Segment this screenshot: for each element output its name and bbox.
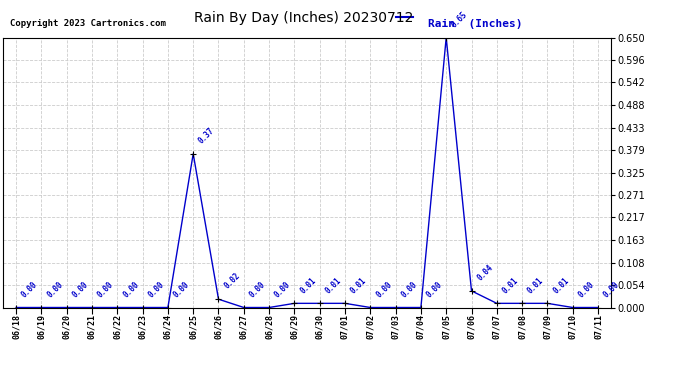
Text: 0.00: 0.00	[602, 280, 621, 299]
Text: 0.00: 0.00	[172, 280, 191, 299]
Text: 0.01: 0.01	[324, 276, 343, 295]
Text: 0.04: 0.04	[475, 263, 495, 283]
Text: 0.01: 0.01	[298, 276, 317, 295]
Text: 0.00: 0.00	[121, 280, 141, 299]
Text: 0.00: 0.00	[576, 280, 596, 299]
Text: 0.00: 0.00	[96, 280, 115, 299]
Text: 0.00: 0.00	[70, 280, 90, 299]
Text: 0.01: 0.01	[500, 276, 520, 295]
Text: 0.37: 0.37	[197, 126, 217, 146]
Text: 0.01: 0.01	[526, 276, 545, 295]
Text: 0.00: 0.00	[20, 280, 39, 299]
Text: 0.01: 0.01	[349, 276, 368, 295]
Text: 0.65: 0.65	[450, 10, 469, 29]
Text: 0.00: 0.00	[400, 280, 419, 299]
Text: 0.02: 0.02	[222, 272, 242, 291]
Text: 0.00: 0.00	[248, 280, 267, 299]
Text: Copyright 2023 Cartronics.com: Copyright 2023 Cartronics.com	[10, 19, 166, 28]
Text: 0.00: 0.00	[374, 280, 393, 299]
Text: 0.01: 0.01	[551, 276, 571, 295]
Text: 0.00: 0.00	[146, 280, 166, 299]
Text: 0.00: 0.00	[424, 280, 444, 299]
Text: 0.00: 0.00	[273, 280, 293, 299]
Text: 0.00: 0.00	[45, 280, 65, 299]
Text: Rain  (Inches): Rain (Inches)	[428, 19, 523, 28]
Text: Rain By Day (Inches) 20230712: Rain By Day (Inches) 20230712	[194, 11, 413, 25]
